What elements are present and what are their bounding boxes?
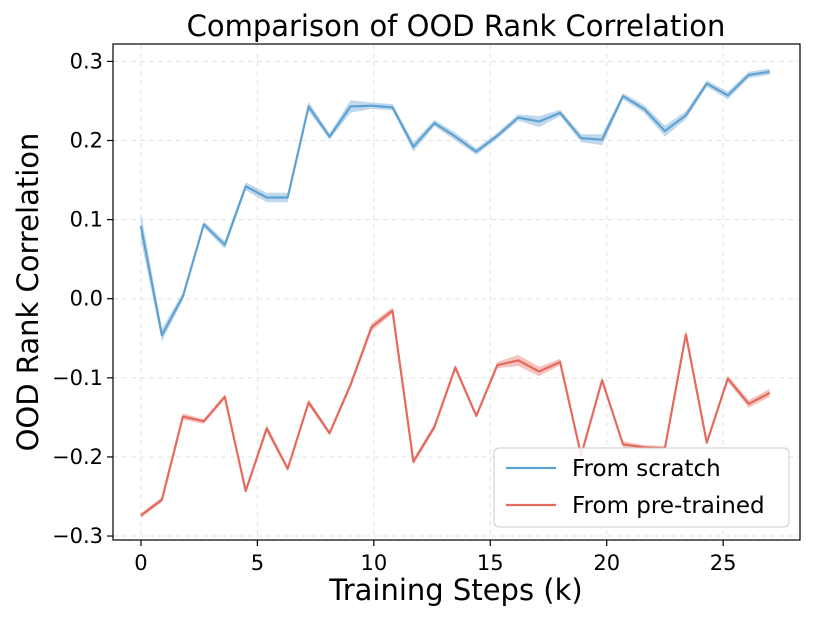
legend: From scratch From pre-trained bbox=[493, 447, 790, 528]
x-tick-label: 25 bbox=[710, 551, 737, 575]
x-tick-label: 10 bbox=[360, 551, 387, 575]
y-tick-label: 0.0 bbox=[70, 287, 103, 311]
y-tick-label: −0.2 bbox=[52, 445, 103, 469]
x-axis-ticks: 0 5 10 15 20 25 bbox=[134, 540, 737, 575]
y-axis-label: OOD Rank Correlation bbox=[11, 133, 45, 452]
x-tick-label: 5 bbox=[251, 551, 264, 575]
y-tick-label: −0.1 bbox=[52, 366, 103, 390]
y-tick-label: −0.3 bbox=[52, 524, 103, 548]
chart-title: Comparison of OOD Rank Correlation bbox=[187, 9, 726, 43]
x-tick-label: 20 bbox=[593, 551, 620, 575]
y-tick-label: 0.1 bbox=[70, 208, 103, 232]
y-tick-label: 0.3 bbox=[70, 49, 103, 73]
legend-box bbox=[493, 447, 790, 528]
y-axis-ticks: −0.3 −0.2 −0.1 0.0 0.1 0.2 0.3 bbox=[52, 49, 113, 548]
y-tick-label: 0.2 bbox=[70, 129, 103, 153]
x-axis-label: Training Steps (k) bbox=[328, 573, 582, 607]
x-tick-label: 0 bbox=[134, 551, 147, 575]
legend-label-from-pre-trained: From pre-trained bbox=[572, 493, 765, 519]
x-tick-label: 15 bbox=[477, 551, 504, 575]
legend-label-from-scratch: From scratch bbox=[572, 456, 721, 482]
line-from-scratch bbox=[139, 70, 770, 337]
plot-frame bbox=[112, 43, 801, 541]
